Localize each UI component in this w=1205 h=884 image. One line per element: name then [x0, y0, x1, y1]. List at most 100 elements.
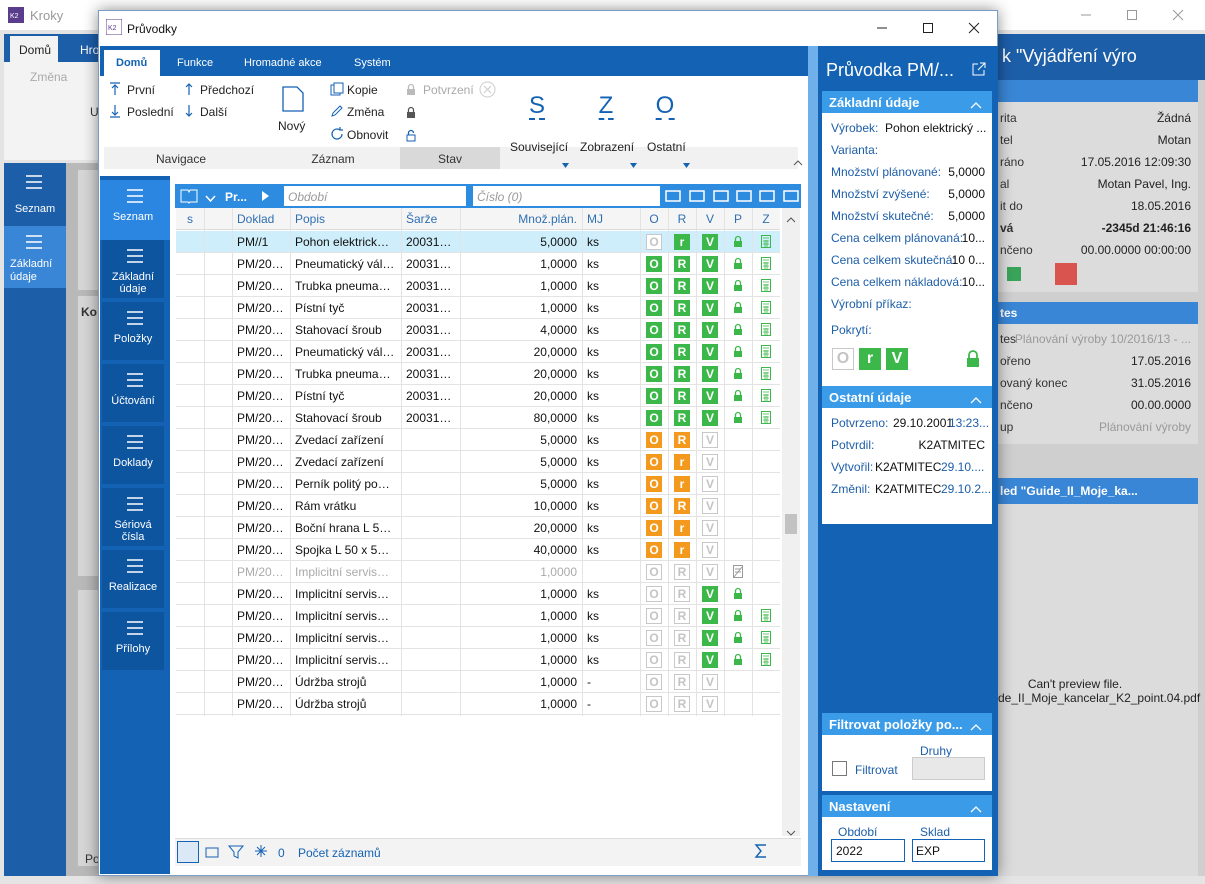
grid-row[interactable] [176, 451, 780, 473]
status-letter: O [649, 631, 659, 645]
view-name[interactable]: Pr... [225, 190, 248, 204]
calc-icon [760, 411, 772, 424]
kinds-combo[interactable] [912, 757, 985, 780]
status-letter: R [677, 675, 687, 689]
column-header[interactable]: Doklad [237, 212, 275, 226]
ribbon-button[interactable]: Potvrzení [423, 83, 474, 97]
scroll-thumb[interactable] [785, 514, 797, 534]
column-header[interactable]: s [187, 212, 193, 226]
period-combo[interactable] [831, 839, 905, 862]
menu-letter[interactable]: S [528, 92, 546, 120]
status-letter: V [705, 499, 715, 513]
menu-label[interactable]: Zobrazení [580, 140, 635, 154]
ribbon-button[interactable]: Obnovit [347, 128, 389, 142]
tab-selected [104, 50, 160, 76]
grid-row[interactable] [176, 297, 780, 319]
section-title[interactable]: Ostatní údaje [829, 390, 912, 405]
grid-row[interactable] [176, 473, 780, 495]
grid-row[interactable] [176, 605, 780, 627]
bg-field-label: rita [1000, 111, 1017, 125]
ribbon-button[interactable]: První [127, 83, 156, 97]
grid-row[interactable] [176, 649, 780, 671]
section-title[interactable]: Základní údaje [829, 95, 920, 110]
grid-row[interactable] [176, 407, 780, 429]
field-value: K2ATMITEC [918, 438, 985, 452]
icon-part [407, 129, 415, 135]
icon-part [127, 497, 143, 511]
sidebar-label[interactable]: Sériová čísla [114, 519, 152, 543]
ribbon-button[interactable]: Poslední [127, 105, 174, 119]
sidebar-label[interactable]: Seznam [112, 211, 154, 223]
sidebar-label[interactable]: Doklady [113, 457, 153, 469]
icon-part [734, 609, 742, 621]
menu-letter[interactable]: O [655, 92, 675, 120]
bg-state-red [1055, 263, 1077, 285]
column-header[interactable]: V [705, 212, 715, 226]
section-title[interactable]: Nastavení [829, 799, 891, 814]
record-count-label[interactable]: Počet záznamů [298, 846, 381, 860]
ribbon-button[interactable]: Další [200, 105, 228, 119]
grid-row[interactable] [176, 253, 780, 275]
icon-part [185, 105, 193, 117]
bg-tab: Domů [19, 43, 52, 57]
ribbon-tab[interactable]: Domů [116, 57, 148, 69]
grid-row[interactable] [176, 495, 780, 517]
sidebar-label[interactable]: Položky [113, 333, 153, 345]
bg-panel-label: Po [85, 852, 100, 866]
store-combo[interactable] [912, 839, 985, 862]
status-box [702, 366, 718, 382]
grid-row[interactable] [176, 539, 780, 561]
ribbon-button[interactable]: Kopie [347, 83, 378, 97]
status-letter: V [705, 235, 715, 249]
icon-part [734, 301, 742, 313]
column-header[interactable]: Z [762, 212, 770, 226]
grid-row[interactable] [176, 429, 780, 451]
grid-row[interactable] [176, 275, 780, 297]
grid-row[interactable] [176, 363, 780, 385]
column-header[interactable]: Šarže [406, 212, 438, 226]
grid-row[interactable] [176, 627, 780, 649]
field-label: Výrobek: [831, 121, 879, 135]
grid-row[interactable] [176, 583, 780, 605]
ribbon-tab[interactable]: Funkce [177, 57, 214, 69]
ribbon-tab[interactable]: Hromadné akce [244, 57, 322, 69]
cell-unit: ks [587, 653, 599, 667]
grid-row[interactable] [176, 385, 780, 407]
ribbon-tab[interactable]: Systém [354, 57, 391, 69]
cell-popis: Stahovací šroub [295, 411, 382, 425]
menu-letter[interactable]: Z [598, 92, 614, 120]
column-header[interactable]: Popis [295, 212, 326, 226]
section-title[interactable]: Filtrovat položky po... [829, 717, 963, 732]
column-header[interactable]: MJ [587, 212, 603, 226]
filter-checkbox[interactable] [832, 761, 847, 776]
grid-row[interactable] [176, 561, 780, 583]
grid-row[interactable] [176, 693, 780, 715]
number-input[interactable] [473, 186, 660, 206]
checkbox-label[interactable]: Filtrovat [855, 763, 898, 777]
grid-row[interactable] [176, 341, 780, 363]
ribbon-button[interactable]: Změna [347, 105, 385, 119]
icon-part [734, 301, 742, 307]
ribbon-button[interactable]: Předchozí [200, 83, 255, 97]
period-input[interactable] [284, 186, 466, 206]
grid-row[interactable] [176, 517, 780, 539]
menu-label[interactable]: Související [510, 140, 569, 154]
column-header[interactable]: O [649, 212, 659, 226]
grid-row[interactable] [176, 671, 780, 693]
footer-book[interactable] [177, 841, 199, 863]
column-header[interactable]: Množ.plán. [518, 212, 577, 226]
sidebar-label[interactable]: Realizace [108, 581, 158, 593]
row-selected[interactable] [176, 231, 780, 253]
status-box [646, 476, 662, 492]
menu-label[interactable]: Ostatní [647, 140, 686, 154]
column-header[interactable]: R [677, 212, 687, 226]
sidebar-label[interactable]: Základní údaje [111, 271, 155, 295]
bg-field-value: 31.05.2016 [1130, 376, 1191, 390]
grid-row[interactable] [176, 319, 780, 341]
sidebar-label[interactable]: Účtování [111, 395, 155, 407]
status-box [702, 454, 718, 470]
ribbon-button[interactable]: Nový [278, 119, 306, 133]
column-header[interactable]: P [733, 212, 743, 226]
sidebar-label[interactable]: Přílohy [115, 643, 151, 655]
icon-part [689, 190, 705, 202]
